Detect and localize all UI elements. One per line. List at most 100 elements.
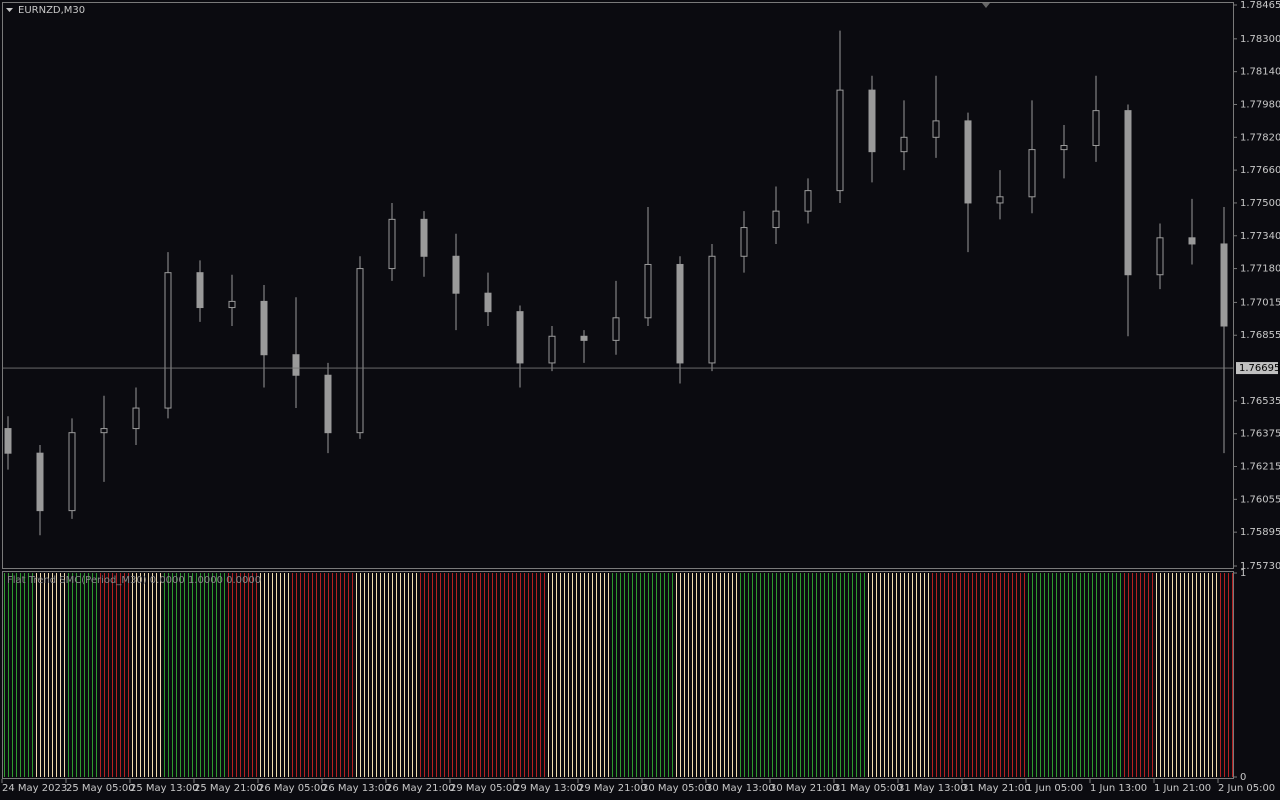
indicator-bar [995,573,1027,777]
candle-body [996,196,1004,204]
y-tick-label: 1.77180 [1240,264,1280,275]
indicator-bar [483,573,515,777]
y-tick-label: 1.76535 [1240,396,1280,407]
candle-body [804,190,812,212]
candle-body [420,218,428,257]
candle-body [676,263,684,364]
indicator-bar [131,573,163,777]
indicator-bar [707,573,739,777]
indicator-bar [1187,573,1219,777]
x-tick-label: 31 May 21:00 [962,783,1031,794]
indicator-bar [1219,573,1233,777]
indicator-bar [451,573,483,777]
candle-body [388,218,396,270]
candle-body [1092,110,1100,147]
indicator-bar [675,573,707,777]
x-tick-label: 26 May 05:00 [258,783,327,794]
y-tick-label: 1.77820 [1240,132,1280,143]
indicator-bar [1123,573,1155,777]
x-tick-label: 30 May 13:00 [706,783,775,794]
y-tick-label: 1.77340 [1240,231,1280,242]
candle-body [1028,149,1036,198]
indicator-bar [835,573,867,777]
indicator-bar [899,573,931,777]
y-tick-label: 1.76055 [1240,494,1280,505]
indicator-bar [1155,573,1187,777]
indicator-bar [579,573,611,777]
indicator-bar [739,573,771,777]
candle-body [900,136,908,153]
candle-body [4,428,12,454]
x-tick-label: 26 May 21:00 [386,783,455,794]
candle-body [1220,243,1228,327]
y-tick-label: 1.77660 [1240,165,1280,176]
indicator-bar [35,573,67,777]
candle-body [292,354,300,376]
indicator-bar [643,573,675,777]
x-tick-label: 1 Jun 21:00 [1154,783,1211,794]
shift-marker [982,3,990,8]
indicator-bar [1091,573,1123,777]
indicator-bar [99,573,131,777]
price-label-box [1236,362,1278,375]
x-tick-label: 2 Jun 05:00 [1218,783,1275,794]
candle-body [580,335,588,341]
x-tick-label: 25 May 05:00 [66,783,135,794]
x-tick-label: 31 May 13:00 [898,783,967,794]
candle-body [964,120,972,204]
symbol-title: EURNZD,M30 [18,5,85,16]
candle-body [612,317,620,341]
indicator-bar [3,573,35,777]
indicator-bar [611,573,643,777]
indicator-bar [227,573,259,777]
candle-body [100,428,108,434]
x-tick-label: 25 May 21:00 [194,783,263,794]
indicator-bar [291,573,323,777]
indicator-pane-frame [2,571,1234,779]
candle-body [196,272,204,309]
indicator-bar [547,573,579,777]
y-tick-label: 1.78465 [1240,0,1280,11]
y-tick-label: 1.78140 [1240,67,1280,78]
candle-body [164,272,172,409]
candle-body [548,335,556,364]
candle-body [68,432,76,512]
y-tick-label: 1.76375 [1240,429,1280,440]
indicator-bar [259,573,291,777]
candle-body [132,407,140,430]
main-pane-frame [2,2,1234,569]
candle-body [1188,237,1196,245]
price-label: 1.76695 [1239,363,1280,374]
y-tick-label: 1.75895 [1240,527,1280,538]
x-tick-label: 31 May 05:00 [834,783,903,794]
indicator-bar [67,573,99,777]
candle-body [772,210,780,229]
x-tick-label: 29 May 13:00 [514,783,583,794]
indicator-bar [355,573,387,777]
y-tick-label: 1.77500 [1240,198,1280,209]
symbol-menu-arrow[interactable] [6,8,13,12]
candle-body [932,120,940,138]
candle-body [228,300,236,309]
candle-body [260,300,268,356]
x-tick-label: 26 May 13:00 [322,783,391,794]
indicator-bar [515,573,547,777]
indicator-bar [323,573,355,777]
indicator-bar [803,573,835,777]
y-tick-label: 1.77015 [1240,297,1280,308]
x-tick-label: 25 May 13:00 [130,783,199,794]
candle-body [708,255,716,364]
x-tick-label: 24 May 2023 [2,783,67,794]
indicator-bar [163,573,195,777]
x-tick-label: 30 May 21:00 [770,783,839,794]
x-tick-label: 1 Jun 05:00 [1026,783,1083,794]
candle-body [484,292,492,313]
indicator-bar [1059,573,1091,777]
indicator-bar [867,573,899,777]
x-tick-label: 29 May 21:00 [578,783,647,794]
x-tick-label: 29 May 05:00 [450,783,519,794]
candle-body [324,374,332,434]
y-tick-label: 1.77980 [1240,99,1280,110]
